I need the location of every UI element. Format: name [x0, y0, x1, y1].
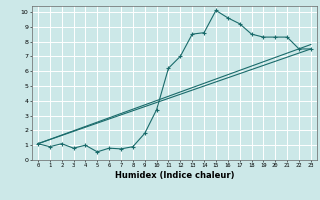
X-axis label: Humidex (Indice chaleur): Humidex (Indice chaleur) — [115, 171, 234, 180]
